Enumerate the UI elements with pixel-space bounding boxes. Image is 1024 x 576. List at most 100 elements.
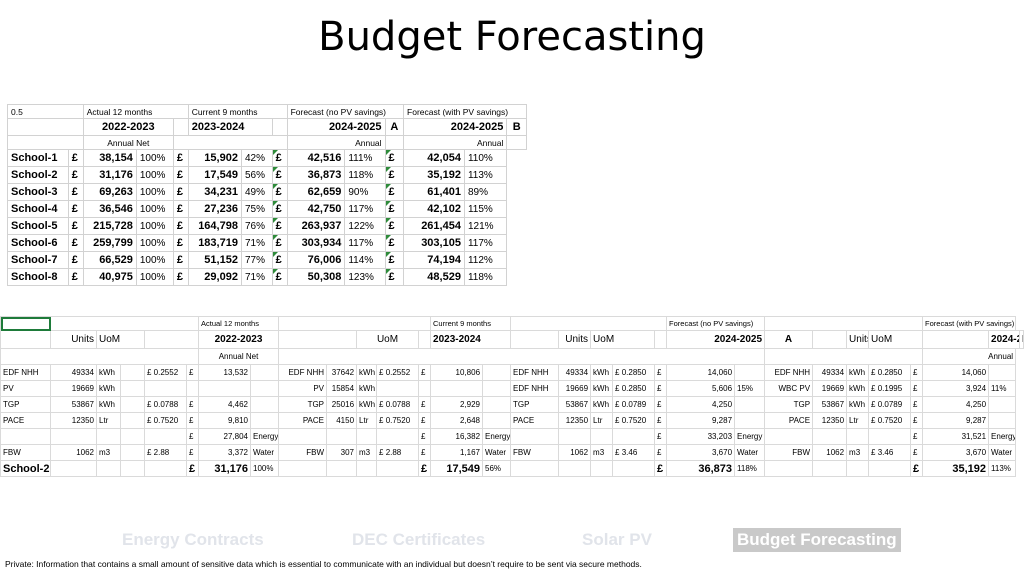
forecast-pv-value[interactable]: 61,401 <box>403 183 465 201</box>
price-value[interactable] <box>376 380 420 397</box>
forecast-nopv-value[interactable]: 42,750 <box>286 200 346 218</box>
price-value[interactable] <box>868 428 912 445</box>
current-pct[interactable]: 77% <box>240 251 273 269</box>
blank-cell[interactable] <box>50 460 97 477</box>
supplier-name[interactable]: EDF NHH <box>510 364 560 381</box>
price-value[interactable]: £ 0.7520 <box>868 412 912 429</box>
price-value[interactable]: £ 2.88 <box>376 444 420 461</box>
uom-value[interactable] <box>96 428 121 445</box>
extra-value[interactable] <box>734 412 766 429</box>
currency-symbol[interactable]: £ <box>910 444 924 461</box>
units-value[interactable]: 307 <box>326 444 358 461</box>
currency-symbol[interactable]: £ <box>271 251 288 269</box>
currency-symbol[interactable]: £ <box>67 183 84 201</box>
currency-symbol[interactable]: £ <box>654 444 668 461</box>
currency-symbol[interactable]: £ <box>654 412 668 429</box>
currency-symbol[interactable]: £ <box>418 364 432 381</box>
price-value[interactable] <box>612 428 656 445</box>
cost-value[interactable]: 10,806 <box>430 364 484 381</box>
total-pct[interactable]: 118% <box>734 460 766 477</box>
units-value[interactable] <box>558 428 592 445</box>
price-value[interactable]: £ 0.1995 <box>868 380 912 397</box>
forecast-pv-pct[interactable]: 113% <box>463 166 508 184</box>
nav-energy-contracts[interactable]: Energy Contracts <box>122 530 264 549</box>
cost-value[interactable]: 3,670 <box>922 444 990 461</box>
actual-pct[interactable]: 100% <box>135 268 174 286</box>
blank-cell[interactable] <box>278 460 328 477</box>
currency-symbol[interactable]: £ <box>418 412 432 429</box>
uom-value[interactable]: kWh <box>96 364 121 381</box>
uom-value[interactable]: kWh <box>846 380 870 397</box>
forecast-pv-value[interactable]: 48,529 <box>403 268 465 286</box>
blank-cell[interactable] <box>120 460 145 477</box>
supplier-name[interactable]: PACE <box>0 412 51 429</box>
cost-value[interactable]: 14,060 <box>666 364 736 381</box>
currency-symbol[interactable]: £ <box>384 268 405 286</box>
price-value[interactable]: £ 0.7520 <box>144 412 187 429</box>
supplier-name[interactable] <box>510 428 560 445</box>
forecast-pv-pct[interactable]: 110% <box>463 149 508 167</box>
currency-symbol[interactable]: £ <box>271 268 288 286</box>
currency-symbol[interactable]: £ <box>384 166 405 184</box>
forecast-pv-pct[interactable]: 89% <box>463 183 508 201</box>
total-value[interactable]: 31,176 <box>198 460 251 477</box>
units-value[interactable]: 49334 <box>812 364 848 381</box>
currency-symbol[interactable]: £ <box>654 380 668 397</box>
uom-value[interactable]: Ltr <box>590 412 614 429</box>
currency-symbol[interactable]: £ <box>654 396 668 413</box>
blank-cell[interactable] <box>326 460 358 477</box>
extra-value[interactable] <box>249 380 280 397</box>
supplier-name[interactable]: FBW <box>510 444 560 461</box>
units-value[interactable]: 37642 <box>326 364 358 381</box>
units-value[interactable]: 53867 <box>558 396 592 413</box>
forecast-nopv-value[interactable]: 50,308 <box>286 268 346 286</box>
units-value[interactable]: 1062 <box>558 444 592 461</box>
units-value[interactable]: 19669 <box>558 380 592 397</box>
currency-symbol[interactable]: £ <box>271 217 288 235</box>
school-name[interactable]: School-8 <box>7 268 69 286</box>
currency-symbol[interactable]: £ <box>67 200 84 218</box>
actual-value[interactable]: 31,176 <box>82 166 137 184</box>
supplier-name[interactable]: TGP <box>764 396 814 413</box>
current-value[interactable]: 34,231 <box>187 183 242 201</box>
forecast-nopv-value[interactable]: 303,934 <box>286 234 346 252</box>
price-value[interactable]: £ 0.2552 <box>144 364 187 381</box>
units-value[interactable]: 25016 <box>326 396 358 413</box>
cost-value[interactable]: 9,287 <box>922 412 990 429</box>
cost-value[interactable]: 13,532 <box>198 364 251 381</box>
total-value[interactable]: 36,873 <box>666 460 736 477</box>
forecast-nopv-value[interactable]: 62,659 <box>286 183 346 201</box>
units-value[interactable]: 12350 <box>812 412 848 429</box>
current-pct[interactable]: 71% <box>240 268 273 286</box>
actual-value[interactable]: 259,799 <box>82 234 137 252</box>
school-name[interactable]: School-3 <box>7 183 69 201</box>
blank-cell[interactable] <box>764 460 814 477</box>
blank-cell[interactable] <box>120 396 145 413</box>
currency-symbol[interactable]: £ <box>172 200 189 218</box>
current-pct[interactable]: 49% <box>240 183 273 201</box>
current-value[interactable]: 17,549 <box>187 166 242 184</box>
current-pct[interactable]: 75% <box>240 200 273 218</box>
supplier-name[interactable]: PV <box>278 380 328 397</box>
cost-value[interactable]: 2,929 <box>430 396 484 413</box>
currency-symbol[interactable]: £ <box>418 460 432 477</box>
currency-symbol[interactable]: £ <box>186 364 199 381</box>
currency-symbol[interactable]: £ <box>271 183 288 201</box>
blank-cell[interactable] <box>812 460 848 477</box>
currency-symbol[interactable]: £ <box>910 460 924 477</box>
blank-cell[interactable] <box>120 412 145 429</box>
current-pct[interactable]: 76% <box>240 217 273 235</box>
supplier-name[interactable] <box>764 428 814 445</box>
actual-pct[interactable]: 100% <box>135 251 174 269</box>
school-name[interactable]: School-2 <box>7 166 69 184</box>
blank-cell[interactable] <box>558 460 592 477</box>
nav-dec-certificates[interactable]: DEC Certificates <box>352 530 486 549</box>
price-value[interactable]: £ 0.7520 <box>612 412 656 429</box>
extra-value[interactable]: Energy <box>734 428 766 445</box>
forecast-pv-value[interactable]: 42,054 <box>403 149 465 167</box>
currency-symbol[interactable]: £ <box>186 444 199 461</box>
cost-value[interactable]: 9,287 <box>666 412 736 429</box>
price-value[interactable]: £ 3.46 <box>612 444 656 461</box>
currency-symbol[interactable]: £ <box>910 396 924 413</box>
cost-value[interactable]: 27,804 <box>198 428 251 445</box>
